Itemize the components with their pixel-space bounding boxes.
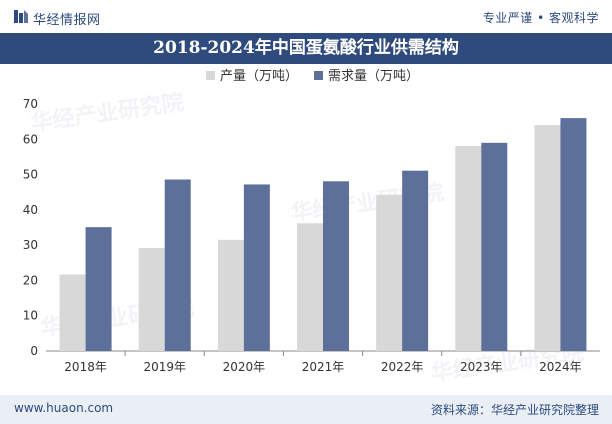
y-tick-label: 30: [23, 238, 38, 252]
y-tick-label: 70: [23, 97, 38, 111]
footer: www.huaon.com 资料来源：华经产业研究院整理: [0, 395, 612, 424]
x-tick-label: 2019年: [143, 360, 186, 374]
website-link[interactable]: www.huaon.com: [14, 401, 114, 415]
y-tick-label: 50: [23, 168, 38, 182]
x-axis: 2018年 2019年 2020年 2021年 2022年 2023年 2024年: [64, 351, 582, 374]
bar-chart: 0 10 20 30 40 50 60 70 2018年 2019年 2020年 2021年 2022…: [23, 69, 600, 374]
bar-demand-1: [85, 227, 112, 351]
bars: [59, 118, 587, 351]
legend-label: 需求量（万吨）: [328, 69, 419, 84]
bar-production-2: [138, 247, 165, 351]
brand-name: 华经情报网: [33, 13, 101, 28]
bar-demand-6: [481, 142, 508, 351]
bar-demand-2: [164, 179, 191, 351]
bar-demand-5: [402, 170, 429, 351]
y-tick-label: 0: [30, 344, 38, 358]
legend-swatch: [206, 71, 215, 80]
data-source: 资料来源：华经产业研究院整理: [430, 403, 599, 417]
bar-demand-3: [243, 184, 270, 351]
bar-production-6: [455, 145, 482, 351]
x-tick-label: 2023年: [460, 360, 503, 374]
bar-production-3: [217, 239, 244, 351]
bar-production-7: [534, 125, 561, 351]
logo-icon: [14, 10, 28, 23]
tagline: 专业严谨 • 客观科学: [482, 11, 599, 25]
legend-label: 产量（万吨）: [220, 69, 298, 84]
legend: 产量（万吨） 需求量（万吨）: [206, 69, 419, 84]
x-tick-label: 2022年: [381, 360, 424, 374]
x-tick-label: 2020年: [223, 360, 266, 374]
y-tick-label: 20: [23, 273, 38, 287]
bar-demand-4: [323, 181, 349, 351]
x-tick-label: 2021年: [302, 360, 345, 374]
y-tick-label: 60: [23, 132, 38, 146]
top-bar: 华经情报网 专业严谨 • 客观科学: [0, 0, 612, 33]
y-tick-label: 10: [23, 309, 38, 323]
x-tick-label: 2024年: [539, 360, 582, 374]
bar-production-5: [376, 194, 403, 351]
chart-title: 2018-2024年中国蛋氨酸行业供需结构: [0, 33, 612, 64]
x-tick-label: 2018年: [64, 360, 107, 374]
legend-swatch: [314, 71, 323, 80]
bar-production-1: [59, 274, 86, 351]
y-tick-label: 40: [23, 203, 38, 217]
bar-production-4: [297, 223, 323, 351]
bar-demand-7: [560, 118, 587, 351]
